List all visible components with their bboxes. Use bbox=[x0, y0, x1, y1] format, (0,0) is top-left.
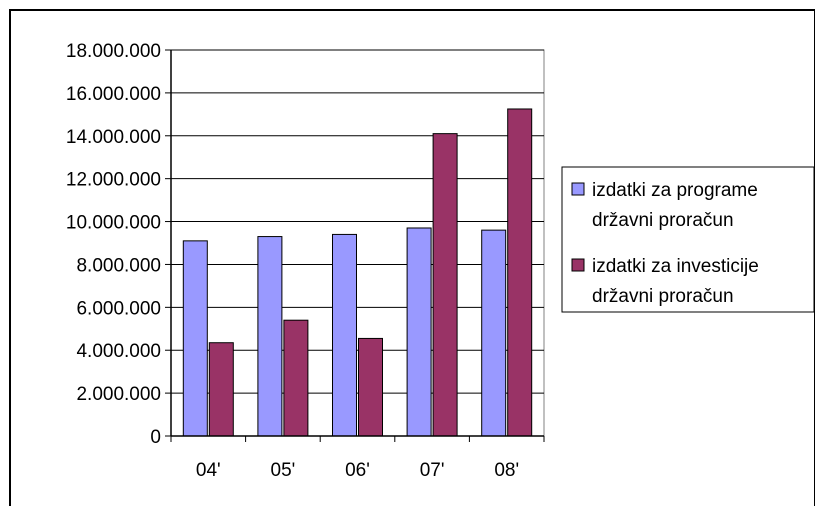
legend-label-2: državni proračun bbox=[592, 286, 734, 307]
legend-label-1: izdatki za programe bbox=[592, 180, 758, 201]
bar-series-1-3 bbox=[406, 227, 432, 437]
bars bbox=[182, 108, 533, 437]
x-tick-label: 04' bbox=[196, 460, 221, 481]
bar-series-1-0 bbox=[182, 240, 208, 437]
y-tick-label: 10.000.000 bbox=[66, 213, 161, 234]
legend-box bbox=[561, 166, 815, 313]
y-tick-label: 6.000.000 bbox=[76, 298, 161, 319]
legend-swatch-1 bbox=[571, 182, 585, 196]
axes bbox=[165, 49, 545, 442]
x-tick-label: 06' bbox=[345, 460, 370, 481]
bar-series-2-0 bbox=[208, 342, 234, 437]
y-tick-label: 12.000.000 bbox=[66, 170, 161, 191]
bar-series-1-4 bbox=[481, 229, 507, 437]
y-tick-label: 14.000.000 bbox=[66, 127, 161, 148]
y-tick-label: 8.000.000 bbox=[76, 255, 161, 276]
legend: izdatki za programe državni proračun izdat… bbox=[561, 166, 815, 313]
x-tick-label: 05' bbox=[271, 460, 296, 481]
bar-series-1-1 bbox=[257, 236, 283, 437]
legend-label-1: državni proračun bbox=[592, 210, 734, 231]
y-tick-label: 0 bbox=[150, 427, 161, 448]
x-tick-label: 08' bbox=[494, 460, 519, 481]
bar-series-2-2 bbox=[358, 337, 383, 437]
x-tick-label: 07' bbox=[420, 460, 445, 481]
y-tick-label: 4.000.000 bbox=[76, 341, 161, 362]
legend-label-2: izdatki za investicije bbox=[592, 256, 759, 277]
bar-series-2-4 bbox=[507, 108, 533, 437]
bar-series-1-2 bbox=[332, 233, 357, 437]
y-tick-labels: 0 2.000.000 4.000.000 6.000.000 8.000.000 10.… bbox=[66, 41, 161, 448]
y-tick-label: 2.000.000 bbox=[76, 384, 161, 405]
y-tick-label: 16.000.000 bbox=[66, 84, 161, 105]
bar-series-2-3 bbox=[432, 133, 458, 437]
y-tick-label: 18.000.000 bbox=[66, 41, 161, 62]
bar-series-2-1 bbox=[283, 319, 309, 437]
legend-swatch-2 bbox=[571, 258, 585, 272]
x-tick-labels: 04' 05' 06' 07' 08' bbox=[196, 460, 519, 481]
